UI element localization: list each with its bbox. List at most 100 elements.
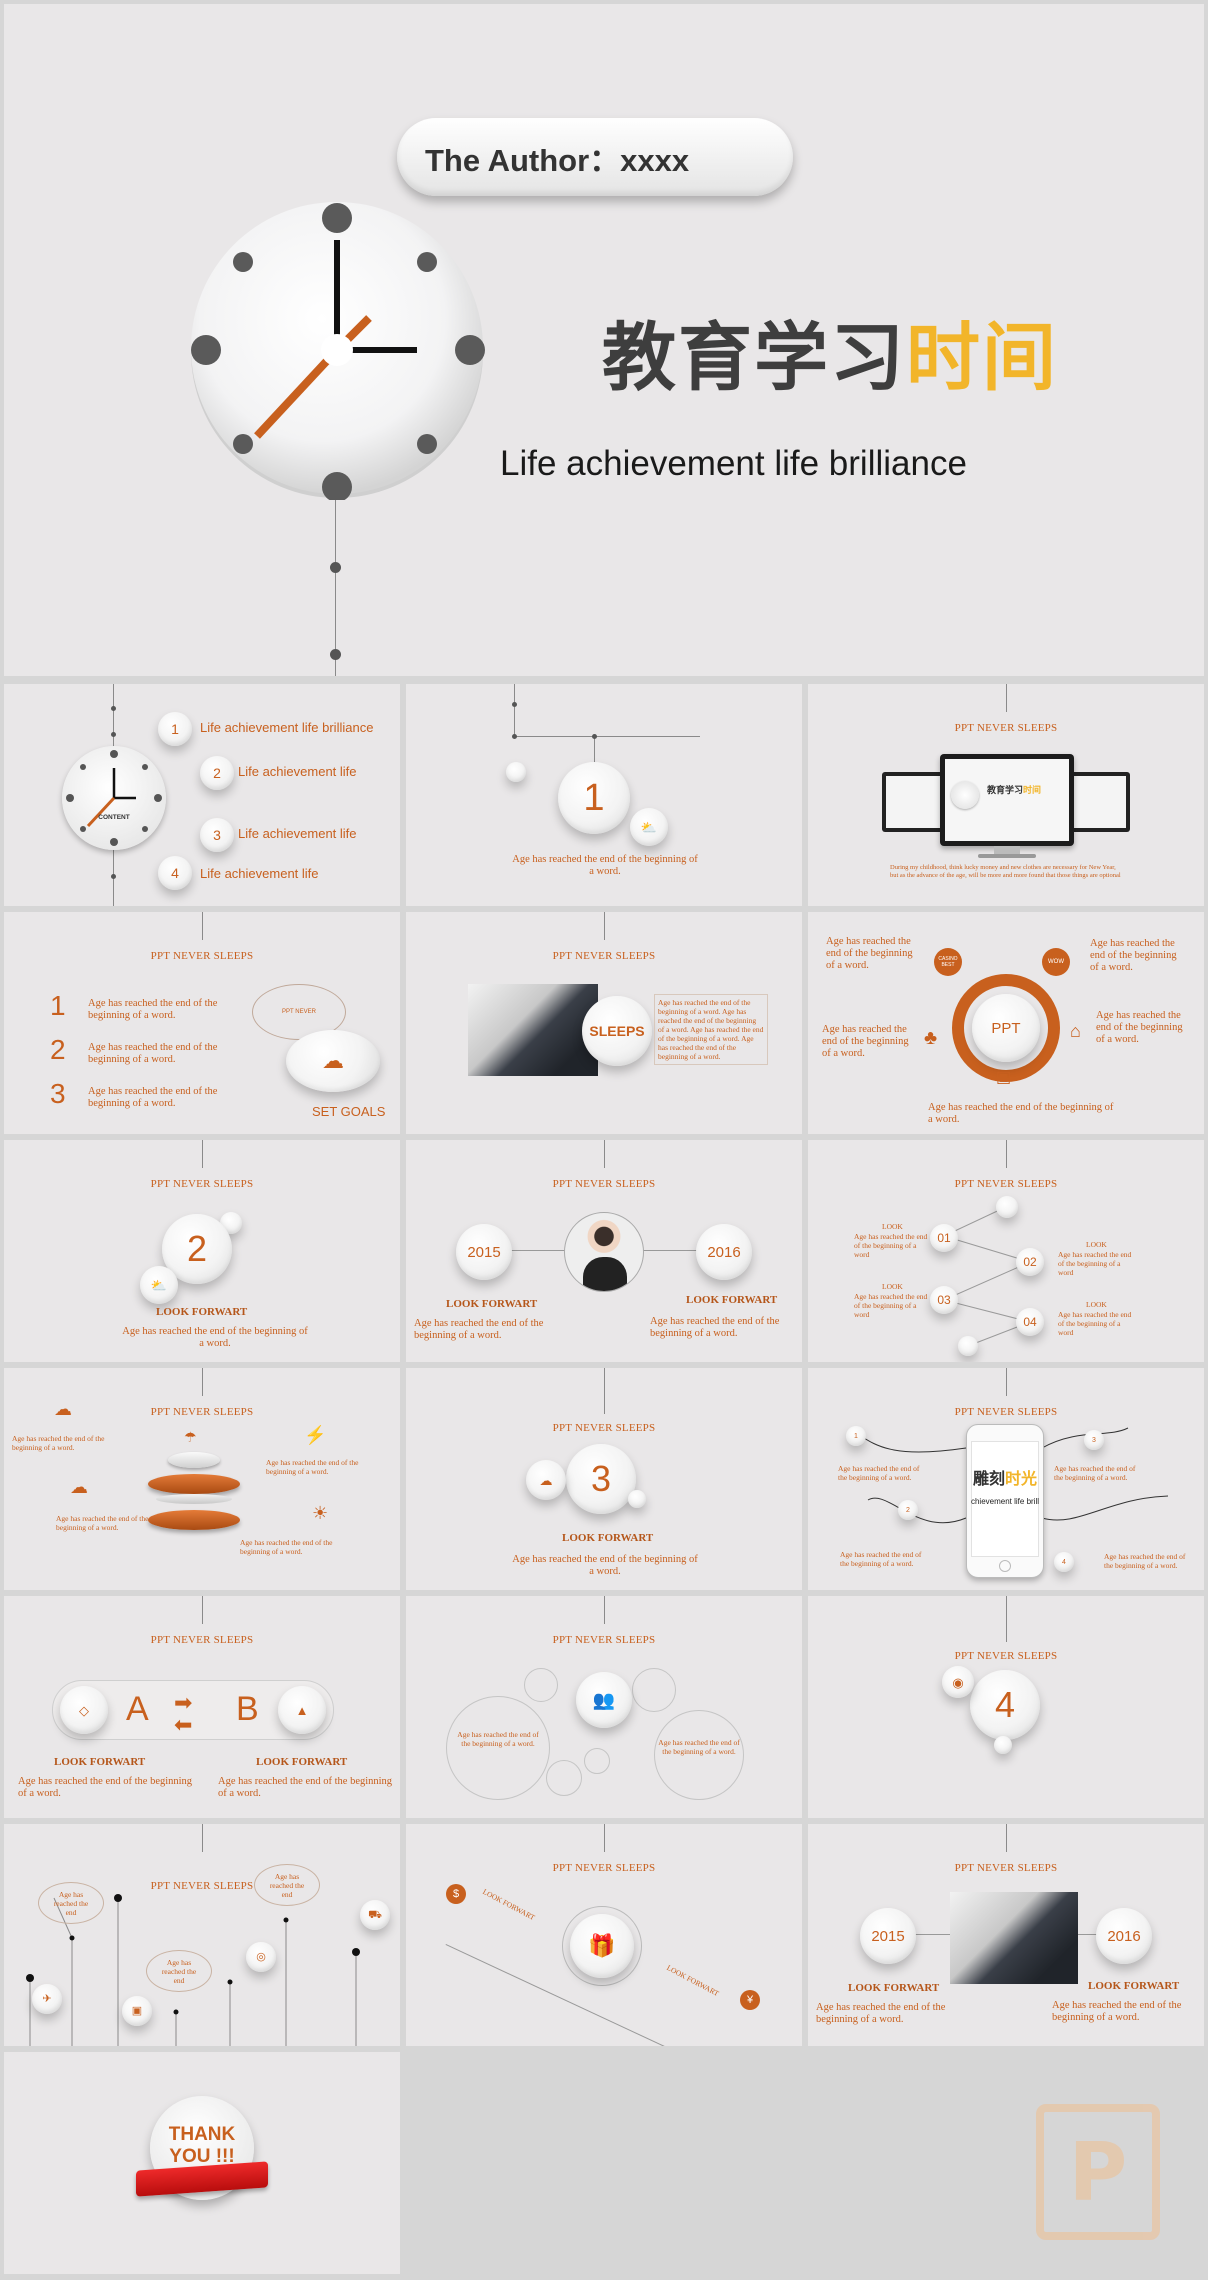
section-head: LOOK FORWART	[562, 1532, 654, 1544]
pin-text-2: Age has reached the end	[161, 1957, 197, 1985]
contents-slide[interactable]: CONTENT 1 Life achievement life brillian…	[4, 684, 400, 906]
cake-button[interactable]: ▲	[278, 1686, 326, 1734]
arrow-left-icon: ⬅	[174, 1712, 193, 1737]
step-03[interactable]: 03	[930, 1286, 958, 1314]
thanks-slide[interactable]: THANK YOU !!!	[4, 2052, 400, 2274]
weather-slide[interactable]: PPT NEVER SLEEPS ☁ ⚡ ☁ ☀ ☂ Age has reach…	[4, 1368, 400, 1590]
section-3-slide[interactable]: PPT NEVER SLEEPS 3 ☁ LOOK FORWART Age ha…	[406, 1368, 802, 1590]
subtitle: Life achievement life brilliance	[500, 444, 967, 483]
steps-slide[interactable]: PPT NEVER SLEEPS 01 02 03 04 LOOK Age ha…	[808, 1140, 1204, 1362]
section-2-slide[interactable]: PPT NEVER SLEEPS 2 ⛅ LOOK FORWART Age ha…	[4, 1140, 400, 1362]
sun-icon: ☀	[312, 1503, 329, 1523]
section-number: 4	[970, 1670, 1040, 1740]
weather-icon-button[interactable]: ⛅	[140, 1266, 178, 1304]
step-text-2: Age has reached the end of the beginning…	[1058, 1250, 1132, 1277]
right-text: Age has reached the end of the beginning…	[1052, 2000, 1182, 2023]
slide-heading: PPT NEVER SLEEPS	[552, 1178, 656, 1190]
author-pill: The Author：xxxx	[397, 118, 793, 196]
coin-icon: ◎	[256, 1950, 266, 1963]
section-number: 3	[566, 1444, 636, 1514]
pins-slide[interactable]: PPT NEVER SLEEPS Age has reached the end…	[4, 1824, 400, 2046]
wow-badge: WOW	[1042, 948, 1070, 976]
monitor-center: 教育学习时间	[940, 754, 1074, 846]
monitor-caption: During my childhood, think lucky money a…	[890, 864, 1121, 879]
content-item-4[interactable]: Life achievement life	[200, 866, 319, 881]
camera-button[interactable]: ◉	[942, 1666, 974, 1698]
left-text: Age has reached the end of the beginning…	[414, 1318, 544, 1341]
wheel-text-ml: Age has reached the end of the beginning…	[822, 1024, 909, 1059]
circles-slide[interactable]: PPT NEVER SLEEPS 👥 Age has reached the e…	[406, 1596, 802, 1818]
plane-button[interactable]: ✈	[32, 1984, 62, 2014]
section-4-slide[interactable]: PPT NEVER SLEEPS 4 ◉	[808, 1596, 1204, 1818]
clock	[187, 200, 487, 502]
pins-lines	[26, 1894, 360, 2046]
slide-heading: PPT NEVER SLEEPS	[954, 1862, 1058, 1874]
phone-node-2[interactable]: 2	[898, 1500, 918, 1520]
gift-slide[interactable]: PPT NEVER SLEEPS $ ¥ 🎁 LOOK FORWART LOOK…	[406, 1824, 802, 2046]
slide-heading: PPT NEVER SLEEPS	[150, 1880, 254, 1892]
thanks-line-2: YOU !!!	[169, 2146, 235, 2167]
thanks-line-1: THANK	[168, 2124, 236, 2145]
gift-tag-left: LOOK FORWART	[481, 1886, 537, 1923]
content-item-2[interactable]: Life achievement life	[238, 764, 357, 779]
goal-button[interactable]: ☁	[286, 1030, 380, 1092]
content-item-3[interactable]: Life achievement life	[238, 826, 357, 841]
content-item-1[interactable]: Life achievement life brilliance	[200, 720, 374, 735]
title-accent: 时间	[906, 315, 1058, 401]
cover-slide[interactable]: The Author：xxxx	[4, 4, 1204, 676]
weather-icon-button[interactable]: ⛅	[630, 808, 668, 846]
weather-icon-button[interactable]: ☁	[526, 1460, 566, 1500]
people-button[interactable]: 👥	[576, 1672, 632, 1728]
cart-icon: ⛟	[368, 1908, 382, 1921]
list-text-3: Age has reached the end of the beginning…	[88, 1086, 218, 1109]
thunder-icon: ⚡	[304, 1425, 327, 1445]
pin-bubble-1: Age has reached the end	[38, 1882, 104, 1924]
step-04[interactable]: 04	[1016, 1308, 1044, 1336]
left-text: Age has reached the end of the beginning…	[816, 2002, 946, 2025]
left-head: LOOK FORWART	[848, 1982, 940, 1994]
diamond-button[interactable]: ◇	[60, 1686, 108, 1734]
numbered-list-slide[interactable]: PPT NEVER SLEEPS 1 Age has reached the e…	[4, 912, 400, 1134]
years-2-slide[interactable]: PPT NEVER SLEEPS 2015 2016 LOOK FORWART …	[808, 1824, 1204, 2046]
dollar-button[interactable]: $	[446, 1884, 466, 1904]
step-look-4: LOOK	[1086, 1300, 1107, 1309]
ppt-center: PPT	[972, 994, 1040, 1062]
years-slide[interactable]: PPT NEVER SLEEPS 2015 2016 LOOK FORWART …	[406, 1140, 802, 1362]
circle-outline	[546, 1760, 582, 1796]
phone-node-1[interactable]: 1	[846, 1426, 866, 1446]
step-02[interactable]: 02	[1016, 1248, 1044, 1276]
ppt-wheel-slide[interactable]: PPT CASINO BEST WOW ♣ ⌂ ▣ Age has reache…	[808, 912, 1204, 1134]
phone-text-2: Age has reached the end of the beginning…	[840, 1550, 922, 1568]
phone-node-3[interactable]: 3	[1084, 1430, 1104, 1450]
speech-text: PPT NEVER	[282, 1009, 316, 1015]
step-01[interactable]: 01	[930, 1224, 958, 1252]
left-head: LOOK FORWART	[54, 1756, 146, 1768]
gift-ring	[562, 1906, 642, 1986]
devices-slide[interactable]: PPT NEVER SLEEPS 教育学习时间 During my childh…	[808, 684, 1204, 906]
phone: 雕刻时光 chievement life brill	[966, 1424, 1044, 1578]
ab-slide[interactable]: PPT NEVER SLEEPS ◇ A ➡ ⬅ B ▲ LOOK FORWART…	[4, 1596, 400, 1818]
step-look-1: LOOK	[882, 1222, 903, 1231]
left-text: Age has reached the end of the beginning…	[18, 1776, 193, 1799]
set-goals: SET GOALS	[312, 1104, 386, 1119]
cart-button[interactable]: ⛟	[360, 1900, 390, 1930]
step-text-3: Age has reached the end of the beginning…	[854, 1292, 928, 1319]
section-1-slide[interactable]: 1 ⛅ Age has reached the end of the begin…	[406, 684, 802, 906]
phone-node-4[interactable]: 4	[1054, 1552, 1074, 1572]
list-text-1: Age has reached the end of the beginning…	[88, 998, 218, 1021]
pin-bubble-3: Age has reached the end	[254, 1864, 320, 1906]
sleeps-slide[interactable]: PPT NEVER SLEEPS SLEEPS Age has reached …	[406, 912, 802, 1134]
yen-button[interactable]: ¥	[740, 1990, 760, 2010]
weather-text-3: Age has reached the end of the beginning…	[56, 1514, 149, 1532]
phone-slide[interactable]: PPT NEVER SLEEPS 雕刻时光 chievement life br…	[808, 1368, 1204, 1590]
section-text: Age has reached the end of the beginning…	[122, 1326, 308, 1349]
slide-heading: PPT NEVER SLEEPS	[954, 1406, 1058, 1418]
phone-text-1: Age has reached the end of the beginning…	[838, 1464, 920, 1482]
stack-bottom	[148, 1510, 240, 1530]
slide-heading: PPT NEVER SLEEPS	[150, 1406, 254, 1418]
lock-button[interactable]: ▣	[122, 1996, 152, 2026]
step-look-3: LOOK	[882, 1282, 903, 1291]
gift-button[interactable]: 🎁	[570, 1914, 634, 1978]
coin-button[interactable]: ◎	[246, 1942, 276, 1972]
slide-heading: PPT NEVER SLEEPS	[954, 1650, 1058, 1662]
